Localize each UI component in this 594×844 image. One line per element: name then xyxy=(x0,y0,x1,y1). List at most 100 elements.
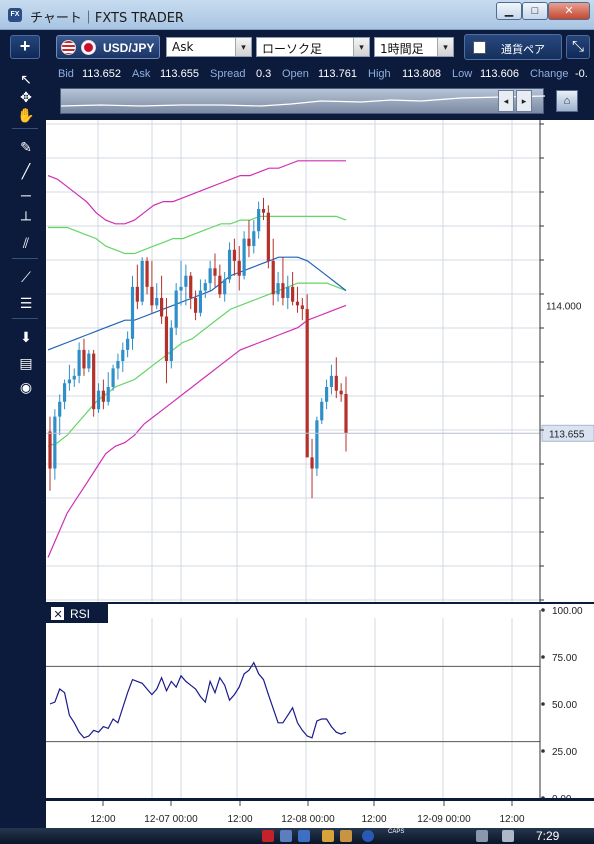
candle-bear[interactable] xyxy=(232,249,236,261)
candle-bull[interactable] xyxy=(121,349,125,361)
candle-bull[interactable] xyxy=(242,238,246,276)
candle-bull[interactable] xyxy=(62,383,67,402)
candle-bull[interactable] xyxy=(111,368,115,387)
chevron-down-icon[interactable]: ▾ xyxy=(235,38,251,56)
candle-bull[interactable] xyxy=(329,375,334,387)
vertical-line-icon[interactable]: ┴ xyxy=(21,211,31,227)
candle-bear[interactable] xyxy=(48,431,52,469)
candle-bear[interactable] xyxy=(92,353,96,410)
camera-icon[interactable]: ◉ xyxy=(19,379,33,395)
candle-bull[interactable] xyxy=(174,290,178,328)
candle-bear[interactable] xyxy=(213,268,217,276)
candle-bull[interactable] xyxy=(179,286,183,291)
overview-lock-icon[interactable]: ⌂ xyxy=(556,90,578,112)
candle-bull[interactable] xyxy=(198,290,203,313)
candle-bear[interactable] xyxy=(271,260,275,295)
candle-bear[interactable] xyxy=(237,260,241,276)
candle-bull[interactable] xyxy=(130,286,135,339)
candle-bull[interactable] xyxy=(169,327,173,361)
rsi-close-button[interactable] xyxy=(51,607,64,620)
candle-bear[interactable] xyxy=(145,260,149,287)
hand-pan-icon[interactable]: ✋ xyxy=(17,107,35,123)
candle-bull[interactable] xyxy=(203,283,207,291)
chevron-down-icon[interactable]: ▾ xyxy=(437,38,453,56)
add-chart-button[interactable]: + xyxy=(10,35,40,59)
chart-canvas[interactable]: 113.655114.000✕RSI100.0075.0050.0025.000… xyxy=(46,120,594,828)
candle-bear[interactable] xyxy=(305,309,309,458)
candle-bull[interactable] xyxy=(223,279,227,295)
candle-bear[interactable] xyxy=(339,390,343,395)
horizontal-line-icon[interactable]: ─ xyxy=(21,187,31,203)
candle-bear[interactable] xyxy=(300,305,304,310)
overview-right-arrow[interactable]: ▸ xyxy=(516,90,532,112)
candle-bull[interactable] xyxy=(53,416,57,469)
tray-desktop-icon[interactable] xyxy=(476,830,488,842)
candle-bull[interactable] xyxy=(257,208,261,232)
candle-bull[interactable] xyxy=(227,249,232,280)
tray-keyboard-icon[interactable] xyxy=(298,830,310,842)
overview-track[interactable] xyxy=(60,88,546,114)
candle-bear[interactable] xyxy=(261,208,266,213)
tray-volume-icon[interactable] xyxy=(502,830,514,842)
compare-checkbox[interactable] xyxy=(473,41,486,54)
tray-box-icon[interactable] xyxy=(340,830,352,842)
candle-bear[interactable] xyxy=(82,349,86,369)
candle-bear[interactable] xyxy=(291,286,295,302)
price-type-select[interactable]: Ask ▾ xyxy=(166,37,252,57)
candle-bull[interactable] xyxy=(276,283,280,295)
fibonacci-retracement-icon[interactable]: ☰ xyxy=(19,295,33,311)
candle-bear[interactable] xyxy=(189,275,193,298)
candle-bull[interactable] xyxy=(67,379,72,384)
pencil-icon[interactable]: ✎ xyxy=(20,139,32,155)
tray-help-icon[interactable] xyxy=(362,830,374,842)
undock-button[interactable]: ⤡ xyxy=(566,35,590,59)
candle-bear[interactable] xyxy=(160,297,164,317)
compare-pair-toggle[interactable]: 通貨ペア xyxy=(464,34,562,60)
close-window-button[interactable]: ✕ xyxy=(548,2,590,20)
list-icon[interactable]: ▤ xyxy=(19,355,33,371)
candle-bear[interactable] xyxy=(295,301,300,306)
tray-alert-icon[interactable] xyxy=(262,830,274,842)
crosshair-pointer-icon[interactable]: ✥ xyxy=(20,89,32,105)
currency-pair-button[interactable]: USD/JPY xyxy=(56,35,160,59)
arrow-pointer-icon[interactable]: ↖ xyxy=(20,71,32,87)
candle-bear[interactable] xyxy=(281,283,285,298)
chevron-down-icon[interactable]: ▾ xyxy=(353,38,369,56)
candle-bull[interactable] xyxy=(320,401,324,421)
fibonacci-fan-icon[interactable]: ⟋ xyxy=(21,269,31,285)
candle-bear[interactable] xyxy=(218,275,222,295)
download-icon[interactable]: ⬇ xyxy=(20,329,32,345)
timeframe-select[interactable]: 1時間足 ▾ xyxy=(374,37,454,57)
candle-bull[interactable] xyxy=(155,297,159,306)
tray-folder-icon[interactable] xyxy=(322,830,334,842)
candle-bear[interactable] xyxy=(334,375,338,391)
candle-bull[interactable] xyxy=(72,375,76,380)
candle-bull[interactable] xyxy=(126,338,130,350)
candle-bear[interactable] xyxy=(193,297,198,313)
panel-divider[interactable] xyxy=(46,602,594,604)
candle-bear[interactable] xyxy=(164,316,169,361)
candle-bull[interactable] xyxy=(252,231,256,247)
candle-bear[interactable] xyxy=(344,393,348,434)
candle-bull[interactable] xyxy=(315,420,319,469)
candle-bull[interactable] xyxy=(77,349,81,376)
tray-network-icon[interactable] xyxy=(280,830,292,842)
candle-bear[interactable] xyxy=(135,286,139,302)
candle-bear[interactable] xyxy=(101,390,105,402)
candle-bull[interactable] xyxy=(208,268,212,284)
candle-bull[interactable] xyxy=(106,386,110,402)
candle-bear[interactable] xyxy=(247,238,251,247)
maximize-button[interactable]: □ xyxy=(522,2,548,20)
candle-bear[interactable] xyxy=(150,286,154,306)
candle-bull[interactable] xyxy=(58,401,62,417)
trend-line-icon[interactable]: ╱ xyxy=(21,163,31,179)
candle-bull[interactable] xyxy=(184,275,188,287)
candle-bull[interactable] xyxy=(87,353,91,369)
minimize-button[interactable]: ▁ xyxy=(496,2,522,20)
overview-left-arrow[interactable]: ◂ xyxy=(498,90,514,112)
candle-bull[interactable] xyxy=(286,286,290,298)
chart-type-select[interactable]: ローソク足 ▾ xyxy=(256,37,370,57)
candle-bull[interactable] xyxy=(140,260,144,302)
parallel-lines-icon[interactable]: ⫽ xyxy=(22,235,30,251)
candle-bull[interactable] xyxy=(96,390,101,410)
